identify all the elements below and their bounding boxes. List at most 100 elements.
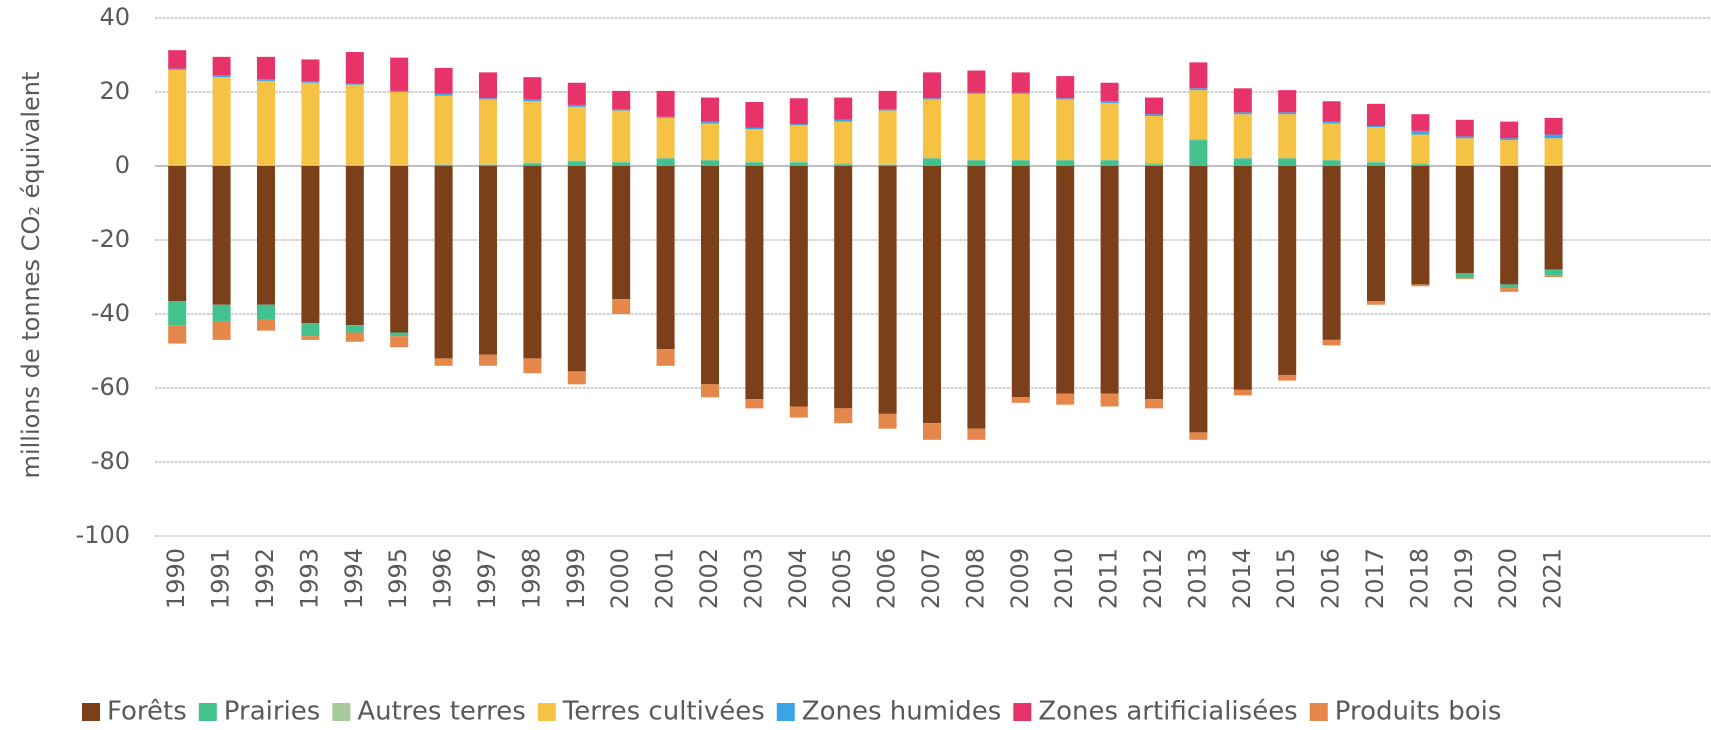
legend-label: Autres terres xyxy=(357,697,525,727)
bar-segment xyxy=(612,110,631,162)
bar-segment xyxy=(1100,160,1119,166)
x-tick-label: 1990 xyxy=(162,548,190,609)
bar-segment xyxy=(390,166,409,333)
bar-segment xyxy=(612,162,631,166)
bar-segment xyxy=(1233,389,1252,396)
bar-segment xyxy=(523,77,542,100)
bar-segment xyxy=(1145,116,1163,164)
bar-segment xyxy=(390,57,409,91)
bar-segment xyxy=(257,56,275,80)
bar-segment xyxy=(345,325,364,333)
bar-segment xyxy=(1056,99,1075,160)
bar-segment xyxy=(656,116,675,118)
x-tick-label: 1995 xyxy=(384,548,412,609)
bar-segment xyxy=(434,358,453,366)
bar-segment xyxy=(701,97,719,122)
bar-segment xyxy=(923,157,941,159)
bar-segment xyxy=(612,166,631,300)
bar-segment xyxy=(967,70,986,93)
bar-segment xyxy=(1411,130,1430,135)
bar-segment xyxy=(745,399,764,409)
bar-segment xyxy=(1233,114,1252,158)
bar-segment xyxy=(878,413,897,429)
bar-segment xyxy=(701,166,719,385)
bar-segment xyxy=(523,163,542,166)
bar-segment xyxy=(1322,339,1341,346)
bar-segment xyxy=(1322,159,1341,161)
bar-segment xyxy=(390,336,409,348)
y-tick-label: 40 xyxy=(99,3,130,31)
bar-segment xyxy=(834,119,853,122)
bar-segment xyxy=(434,166,453,359)
bar-segment xyxy=(1056,160,1075,166)
bar-segment xyxy=(1189,88,1208,91)
bar-segment xyxy=(1233,112,1252,115)
legend-label: Prairies xyxy=(224,697,321,727)
bar-segment xyxy=(1411,164,1430,166)
bar-segment xyxy=(1056,393,1075,405)
bar-segment xyxy=(1056,98,1075,100)
bar-segment xyxy=(923,423,941,440)
bar-segment xyxy=(1011,159,1030,161)
bar-segment xyxy=(923,98,941,100)
bar-segment xyxy=(1233,88,1252,113)
bar-segment xyxy=(567,104,586,107)
bar-segment xyxy=(1100,101,1119,104)
y-tick-label: -60 xyxy=(91,373,130,401)
bar-segment xyxy=(523,162,542,164)
bar-segment xyxy=(168,50,187,69)
x-tick-label: 2020 xyxy=(1494,548,1522,609)
bar-segment xyxy=(967,428,986,440)
bar-segment xyxy=(1278,166,1297,376)
bar-segment xyxy=(1367,162,1385,166)
bar-segment xyxy=(301,323,320,337)
bar-segment xyxy=(1544,117,1563,135)
bar-segment xyxy=(390,92,409,165)
bar-segment xyxy=(1367,166,1385,302)
bar-segment xyxy=(434,95,453,164)
y-tick-label: -40 xyxy=(91,299,130,327)
bar-segment xyxy=(257,164,275,166)
bar-segment xyxy=(834,163,853,165)
bar-segment xyxy=(967,160,986,166)
bar-segment xyxy=(1411,163,1430,165)
bar-segment xyxy=(656,157,675,159)
bar-segment xyxy=(1145,399,1163,409)
bar-segment xyxy=(345,166,364,326)
bar-segment xyxy=(1145,164,1163,166)
bar-segment xyxy=(1322,166,1341,340)
bar-segment xyxy=(567,106,586,161)
bar-segment xyxy=(257,79,275,81)
bar-segment xyxy=(1367,161,1385,163)
bar-segment xyxy=(1011,160,1030,166)
x-tick-label: 1994 xyxy=(340,548,368,609)
bar-segment xyxy=(967,166,986,429)
bar-segment xyxy=(656,90,675,117)
bar-segment xyxy=(168,164,187,166)
legend-swatch xyxy=(332,703,351,721)
bar-segment xyxy=(1056,166,1075,394)
bar-segment xyxy=(789,124,808,126)
bar-segment xyxy=(301,336,320,340)
bar-segment xyxy=(701,384,719,398)
bar-segment xyxy=(1500,284,1519,289)
x-tick-label: 2007 xyxy=(917,548,945,609)
bar-segment xyxy=(1011,397,1030,403)
bar-segment xyxy=(301,82,320,165)
x-tick-label: 1991 xyxy=(207,548,235,609)
bar-segment xyxy=(789,161,808,163)
bar-segment xyxy=(789,98,808,125)
bar-segment xyxy=(1011,72,1030,93)
y-tick-label: 20 xyxy=(99,77,130,105)
bar-segment xyxy=(1455,164,1474,166)
bar-segment xyxy=(168,301,187,326)
bar-segment xyxy=(345,332,364,342)
bar-segment xyxy=(345,52,364,84)
bar-segment xyxy=(1189,140,1208,166)
bar-segment xyxy=(1145,114,1163,117)
bar-segment xyxy=(1544,166,1563,270)
bar-segment xyxy=(523,358,542,374)
legend-label: Zones humides xyxy=(802,697,1002,727)
bar-segment xyxy=(390,90,409,92)
